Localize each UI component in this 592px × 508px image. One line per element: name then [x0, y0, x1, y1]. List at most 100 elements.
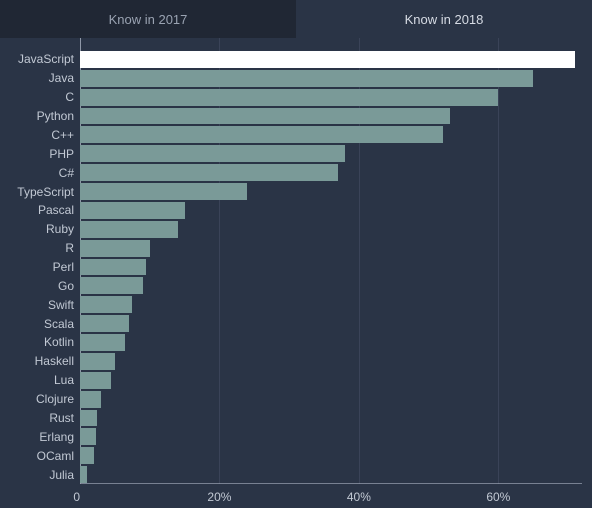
chart-row: Julia	[0, 465, 592, 484]
chart-row: TypeScript	[0, 182, 592, 201]
tab-know-2018[interactable]: Know in 2018	[296, 0, 592, 38]
bar[interactable]	[80, 145, 345, 162]
chart-row: Kotlin	[0, 333, 592, 352]
bar[interactable]	[80, 240, 150, 257]
row-label: C	[0, 90, 80, 104]
x-tick-label: 20%	[207, 490, 231, 504]
row-bar-zone	[80, 352, 582, 371]
bar[interactable]	[80, 259, 146, 276]
row-bar-zone	[80, 201, 582, 220]
bar[interactable]	[80, 89, 498, 106]
row-bar-zone	[80, 220, 582, 239]
row-label: Scala	[0, 317, 80, 331]
row-bar-zone	[80, 50, 582, 69]
row-bar-zone	[80, 295, 582, 314]
row-bar-zone	[80, 182, 582, 201]
chart-row: Python	[0, 107, 592, 126]
bar[interactable]	[80, 183, 247, 200]
bar[interactable]	[80, 410, 97, 427]
bar[interactable]	[80, 353, 115, 370]
chart-row: Perl	[0, 258, 592, 277]
row-bar-zone	[80, 333, 582, 352]
plot: 0 20% 40% 60% JavaScript Java C Python C++ PHP C# T…	[0, 38, 592, 508]
chart-row: Rust	[0, 409, 592, 428]
row-label: Rust	[0, 411, 80, 425]
bar[interactable]	[80, 315, 129, 332]
tab-know-2017[interactable]: Know in 2017	[0, 0, 296, 38]
chart-row: PHP	[0, 144, 592, 163]
row-bar-zone	[80, 69, 582, 88]
row-label: OCaml	[0, 449, 80, 463]
bar[interactable]	[80, 277, 143, 294]
row-label: Clojure	[0, 392, 80, 406]
bar[interactable]	[80, 296, 132, 313]
row-label: Java	[0, 71, 80, 85]
bar[interactable]	[80, 164, 338, 181]
row-label: Go	[0, 279, 80, 293]
chart-row: Ruby	[0, 220, 592, 239]
chart-row: Scala	[0, 314, 592, 333]
chart-row: R	[0, 239, 592, 258]
row-bar-zone	[80, 107, 582, 126]
row-label: Perl	[0, 260, 80, 274]
x-axis-ticks: 0 20% 40% 60%	[0, 488, 592, 508]
x-tick-label: 60%	[486, 490, 510, 504]
row-label: JavaScript	[0, 52, 80, 66]
row-bar-zone	[80, 427, 582, 446]
bar[interactable]	[80, 428, 96, 445]
row-label: Kotlin	[0, 335, 80, 349]
bar[interactable]	[80, 466, 87, 483]
row-bar-zone	[80, 125, 582, 144]
row-bar-zone	[80, 390, 582, 409]
row-label: Julia	[0, 468, 80, 482]
row-bar-zone	[80, 144, 582, 163]
chart-row: C++	[0, 125, 592, 144]
chart-row: OCaml	[0, 446, 592, 465]
bar[interactable]	[80, 202, 185, 219]
chart-area: 0 20% 40% 60% JavaScript Java C Python C++ PHP C# T…	[0, 38, 592, 508]
bar[interactable]	[80, 372, 111, 389]
chart-row: C#	[0, 163, 592, 182]
bar[interactable]	[80, 221, 178, 238]
row-label: Swift	[0, 298, 80, 312]
row-label: R	[0, 241, 80, 255]
row-label: C++	[0, 128, 80, 142]
row-bar-zone	[80, 409, 582, 428]
bar[interactable]	[80, 391, 101, 408]
row-bar-zone	[80, 314, 582, 333]
chart-row: Erlang	[0, 427, 592, 446]
row-label: C#	[0, 166, 80, 180]
row-bar-zone	[80, 163, 582, 182]
row-label: Ruby	[0, 222, 80, 236]
row-bar-zone	[80, 88, 582, 107]
row-bar-zone	[80, 258, 582, 277]
row-label: TypeScript	[0, 185, 80, 199]
row-bar-zone	[80, 465, 582, 484]
bar[interactable]	[80, 126, 443, 143]
bar[interactable]	[80, 70, 533, 87]
row-label: Python	[0, 109, 80, 123]
chart-row: Clojure	[0, 390, 592, 409]
chart-container: Know in 2017 Know in 2018 0 20% 40% 60% Java…	[0, 0, 592, 508]
bar[interactable]	[80, 51, 575, 68]
x-tick-label: 40%	[347, 490, 371, 504]
row-label: Lua	[0, 373, 80, 387]
bar[interactable]	[80, 108, 450, 125]
bar[interactable]	[80, 334, 125, 351]
row-label: Pascal	[0, 203, 80, 217]
row-label: Haskell	[0, 354, 80, 368]
tabs: Know in 2017 Know in 2018	[0, 0, 592, 38]
row-bar-zone	[80, 239, 582, 258]
row-label: Erlang	[0, 430, 80, 444]
row-bar-zone	[80, 446, 582, 465]
bar[interactable]	[80, 447, 94, 464]
chart-row: Swift	[0, 295, 592, 314]
chart-row: Haskell	[0, 352, 592, 371]
bars: JavaScript Java C Python C++ PHP C# TypeScript P…	[0, 50, 592, 484]
chart-row: Java	[0, 69, 592, 88]
chart-row: Pascal	[0, 201, 592, 220]
x-tick-label: 0	[73, 490, 80, 504]
chart-row: JavaScript	[0, 50, 592, 69]
row-label: PHP	[0, 147, 80, 161]
row-bar-zone	[80, 276, 582, 295]
